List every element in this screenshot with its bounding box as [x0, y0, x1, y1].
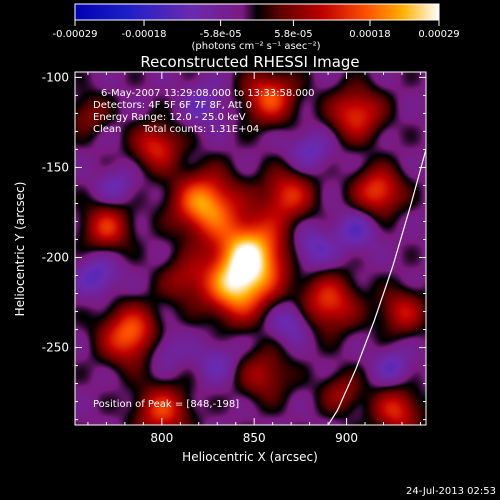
solar-limb-curve [327, 149, 426, 425]
x-tick-label: 900 [335, 431, 358, 445]
detectors-annotation: Detectors: 4F 5F 6F 7F 8F, Att 0 [93, 100, 252, 111]
colorbar-tick-label: 0.00029 [418, 29, 459, 40]
colorbar-tick-label: 0.00018 [349, 29, 390, 40]
x-tick-label: 800 [150, 431, 173, 445]
y-tick-label: -100 [42, 70, 69, 84]
method-annotation: Clean [93, 124, 121, 135]
y-tick-label: -150 [42, 160, 69, 174]
colorbar-unit-label: (photons cm⁻² s⁻¹ asec⁻²) [191, 41, 320, 52]
generation-date: 24-Jul-2013 02:53 [406, 486, 496, 497]
colorbar-tick-label: -0.00018 [122, 29, 167, 40]
y-axis-ticks: -100 -150 -200 -250 [42, 70, 426, 421]
heatmap-image [75, 72, 426, 425]
y-tick-label: -200 [42, 251, 69, 265]
y-tick-label: -250 [42, 341, 69, 355]
peak-position-annotation: Position of Peak = [848,-198] [93, 399, 239, 410]
x-axis-ticks: 800 850 900 [87, 72, 421, 445]
colorbar-tick-label: -0.00029 [53, 29, 98, 40]
colorbar-tick-label: 5.8e-05 [274, 29, 312, 40]
colorbar [74, 3, 440, 21]
x-tick-label: 850 [243, 431, 266, 445]
time-range-annotation: 6-May-2007 13:29:08.000 to 13:33:58.000 [101, 88, 314, 99]
energy-range-annotation: Energy Range: 12.0 - 25.0 keV [93, 112, 246, 123]
plot-frame [74, 71, 427, 426]
x-axis-label: Heliocentric X (arcsec) [182, 450, 318, 464]
colorbar-tick-label: -5.8e-05 [200, 29, 242, 40]
chart-title: Reconstructed RHESSI Image [140, 53, 359, 71]
colorbar-ticks: -0.00029 -0.00018 -5.8e-05 5.8e-05 0.00018 0.… [53, 20, 460, 40]
total-counts-annotation: Total counts: 1.31E+04 [142, 124, 259, 135]
y-axis-label: Heliocentric Y (arcsec) [13, 182, 27, 317]
